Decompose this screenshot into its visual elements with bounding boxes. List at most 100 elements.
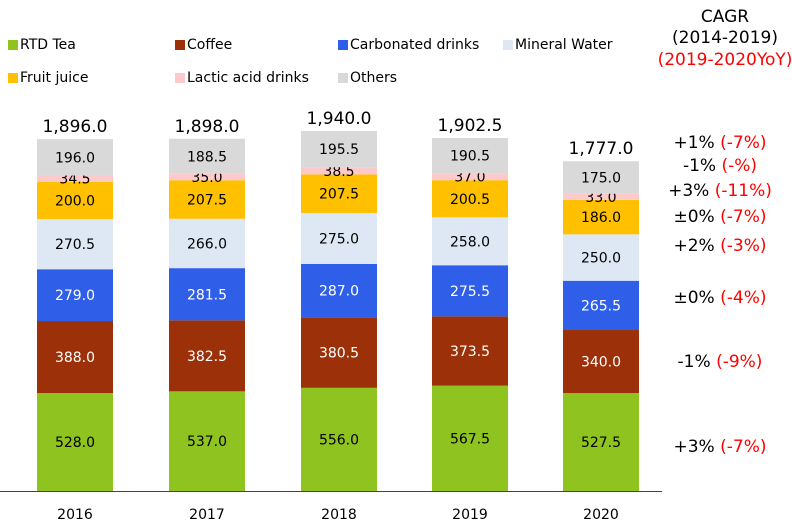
cagr-annotation: -1% (-9%) (678, 352, 763, 372)
legend-label: Lactic acid drinks (187, 70, 309, 86)
bar-segment (432, 173, 508, 181)
legend-swatch (503, 40, 513, 50)
cagr-annotation: ±0% (-7%) (674, 207, 767, 227)
cagr-title: CAGR (701, 7, 749, 27)
segment-label: 266.0 (187, 236, 227, 252)
legend-swatch (338, 40, 348, 50)
segment-label: 528.0 (55, 435, 95, 451)
legend-label: Carbonated drinks (350, 37, 479, 53)
bar-segment (301, 387, 377, 491)
yoy-value: (-%) (721, 156, 757, 176)
yoy-value: (-4%) (720, 288, 766, 308)
segment-label: 250.0 (581, 251, 621, 267)
segment-label: 279.0 (55, 288, 95, 304)
bar-segment (301, 167, 377, 175)
bar-segment (37, 139, 113, 176)
segment-label: 373.5 (450, 344, 490, 360)
segment-label: 33.0 (585, 190, 616, 206)
bar-segment (37, 321, 113, 394)
segment-label: 195.5 (319, 142, 359, 158)
bar-segment (169, 268, 245, 321)
bar-segment (169, 391, 245, 491)
segment-label: 188.5 (187, 149, 227, 165)
total-label: 1,940.0 (307, 109, 372, 129)
segment-label: 34.5 (59, 172, 90, 188)
bar-segment (432, 316, 508, 386)
bar-segment (563, 193, 639, 200)
segment-label: 275.0 (319, 231, 359, 247)
bar-segment (301, 317, 377, 388)
cagr-annotation: ±0% (-4%) (674, 288, 767, 308)
x-tick-label: 2016 (57, 507, 93, 523)
x-tick-label: 2019 (452, 507, 488, 523)
x-tick-label: 2017 (189, 507, 225, 523)
yoy-value: (-7%) (720, 207, 766, 227)
bar-segment (301, 263, 377, 318)
legend-swatch (8, 40, 18, 50)
total-label: 1,777.0 (569, 139, 634, 159)
bar-segment (563, 393, 639, 491)
cagr-value: ±0% (674, 207, 715, 227)
bar-segment (169, 180, 245, 219)
cagr-period: (2014-2019) (672, 28, 778, 48)
bar-segment (563, 234, 639, 281)
yoy-value: (-11%) (715, 181, 772, 201)
total-label: 1,902.5 (438, 116, 503, 136)
yoy-value: (-3%) (720, 236, 766, 256)
yoy-value: (-9%) (716, 352, 762, 372)
x-tick-label: 2020 (583, 507, 619, 523)
cagr-value: -1% (683, 156, 716, 176)
legend-label: Fruit juice (20, 70, 88, 86)
bar-segment (169, 218, 245, 269)
cagr-value: +1% (674, 133, 715, 153)
bar-segment (432, 265, 508, 317)
bar-segment (432, 137, 508, 174)
bar-segment (432, 385, 508, 491)
bar-segment (301, 131, 377, 168)
bar-segment (563, 161, 639, 194)
segment-label: 388.0 (55, 350, 95, 366)
legend-swatch (8, 73, 18, 83)
segment-label: 258.0 (450, 234, 490, 250)
segment-label: 200.0 (55, 193, 95, 209)
segment-label: 537.0 (187, 434, 227, 450)
legend-swatch (338, 73, 348, 83)
legend-swatch (175, 40, 185, 50)
segment-label: 37.0 (454, 170, 485, 186)
x-tick-label: 2018 (321, 507, 357, 523)
cagr-value: +2% (674, 236, 715, 256)
bar-segment (37, 393, 113, 491)
legend-label: Mineral Water (515, 37, 613, 53)
segment-label: 207.5 (319, 187, 359, 203)
segment-label: 527.5 (581, 435, 621, 451)
cagr-annotation: -1% (-%) (683, 156, 757, 176)
legend-label: Others (350, 70, 397, 86)
bar-segment (432, 180, 508, 218)
segment-label: 35.0 (191, 170, 222, 186)
segment-label: 186.0 (581, 210, 621, 226)
segment-label: 556.0 (319, 432, 359, 448)
cagr-annotation: +1% (-7%) (674, 133, 767, 153)
bar-segment (169, 173, 245, 181)
legend-label: RTD Tea (20, 37, 76, 53)
segment-label: 340.0 (581, 355, 621, 371)
bar-segment (37, 219, 113, 270)
cagr-value: +3% (674, 437, 715, 457)
cagr-value: -1% (678, 352, 711, 372)
segment-label: 196.0 (55, 150, 95, 166)
yoy-period: (2019-2020YoY) (658, 50, 792, 70)
segment-label: 38.5 (323, 164, 354, 180)
yoy-value: (-7%) (720, 133, 766, 153)
segment-label: 265.5 (581, 298, 621, 314)
cagr-annotation: +3% (-7%) (674, 437, 767, 457)
cagr-annotation: +2% (-3%) (674, 236, 767, 256)
cagr-value: +3% (668, 181, 709, 201)
segment-label: 275.5 (450, 284, 490, 300)
segment-label: 207.5 (187, 193, 227, 209)
cagr-value: ±0% (674, 288, 715, 308)
segment-label: 175.0 (581, 170, 621, 186)
legend-label: Coffee (187, 37, 232, 53)
segment-label: 200.5 (450, 192, 490, 208)
segment-label: 281.5 (187, 287, 227, 303)
legend-swatch (175, 73, 185, 83)
